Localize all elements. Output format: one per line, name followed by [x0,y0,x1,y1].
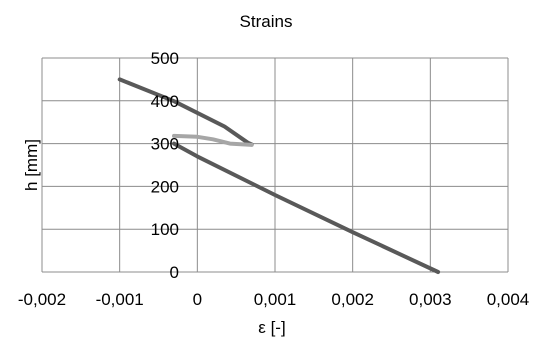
y-tick-label: 400 [151,92,179,111]
grid [41,57,509,273]
x-tick-label: 0 [193,290,202,309]
y-tick-labels: 0 100 200 300 400 500 [151,49,179,282]
y-tick-label: 0 [170,263,179,282]
y-axis-label: h [mm] [22,139,41,191]
y-tick-label: 100 [151,220,179,239]
x-tick-label: 0,003 [409,290,452,309]
x-tick-label: 0,002 [331,290,374,309]
series-line-2 [172,141,441,274]
y-tick-label: 200 [151,177,179,196]
y-tick-label: 500 [151,49,179,68]
x-tick-label: 0,004 [487,290,530,309]
chart-title: Strains [240,12,293,31]
x-tick-labels: -0,002 -0,001 0 0,001 0,002 0,003 0,004 [18,290,529,309]
x-axis-label: ε [-] [258,318,285,337]
y-tick-label: 300 [151,135,179,154]
x-tick-label: -0,001 [96,290,144,309]
series-group [117,77,441,274]
x-tick-label: -0,002 [18,290,66,309]
x-tick-label: 0,001 [254,290,297,309]
series-line-3 [172,133,254,147]
